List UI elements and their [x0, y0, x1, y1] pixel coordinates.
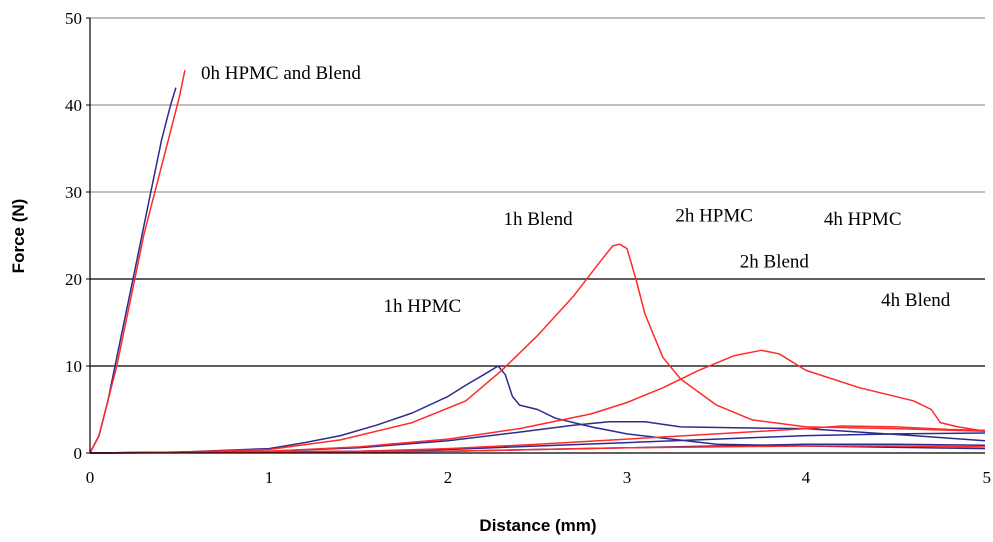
x-axis-title: Distance (mm) — [479, 516, 596, 535]
x-tick-label: 2 — [444, 468, 453, 487]
y-tick-label: 30 — [65, 183, 82, 202]
x-tick-label: 3 — [623, 468, 632, 487]
y-axis-title: Force (N) — [9, 199, 28, 274]
series-line-blend-9 — [89, 445, 986, 454]
curve-label: 2h Blend — [740, 252, 810, 273]
curve-label: 2h HPMC — [675, 206, 753, 227]
series-line-hpmc-4 — [89, 420, 986, 454]
tick-labels: 0 10 20 30 40 50 0 1 2 3 4 5 — [65, 9, 991, 487]
x-tick-label: 1 — [265, 468, 274, 487]
curve-label: 1h Blend — [503, 209, 573, 230]
series-line-blend-7 — [89, 425, 986, 454]
series-line-blend-3 — [89, 243, 986, 454]
y-tick-label: 0 — [74, 444, 83, 463]
data-series — [89, 70, 986, 454]
y-tick-label: 20 — [65, 270, 82, 289]
series-line-hpmc-0 — [89, 87, 177, 454]
curve-label: 4h Blend — [881, 290, 951, 311]
curve-label: 0h HPMC and Blend — [201, 63, 361, 84]
curve-annotations: 0h HPMC and Blend 1h Blend 2h HPMC 4h HPMC 2… — [201, 63, 951, 317]
x-tick-label: 5 — [983, 468, 992, 487]
series-line-blend-5 — [89, 349, 986, 454]
x-tick-label: 0 — [86, 468, 95, 487]
series-line-blend-1 — [89, 70, 186, 454]
series-line-hpmc-2 — [89, 365, 986, 454]
y-tick-label: 50 — [65, 9, 82, 28]
axes — [89, 18, 985, 454]
y-tick-label: 10 — [65, 357, 82, 376]
gridlines — [90, 17, 985, 367]
y-tick-label: 40 — [65, 96, 82, 115]
curve-label: 1h HPMC — [384, 296, 462, 317]
curve-label: 4h HPMC — [824, 209, 902, 230]
x-tick-label: 4 — [802, 468, 811, 487]
